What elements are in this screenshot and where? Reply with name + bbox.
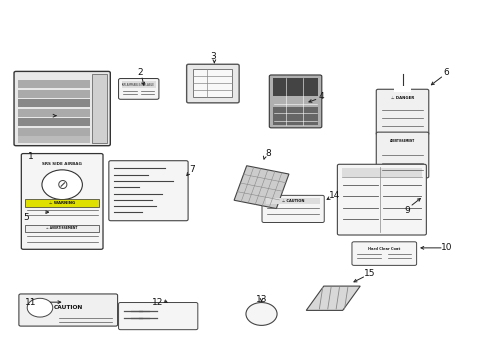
Text: 3: 3 [209, 52, 215, 61]
Text: 5: 5 [23, 213, 28, 222]
Text: 14: 14 [328, 190, 340, 199]
Text: ⊘: ⊘ [56, 178, 68, 192]
Text: ⚠ CAUTION: ⚠ CAUTION [281, 199, 304, 203]
Text: 6: 6 [443, 68, 448, 77]
FancyBboxPatch shape [337, 164, 426, 235]
Bar [18, 80, 90, 88]
FancyBboxPatch shape [118, 302, 198, 330]
FancyBboxPatch shape [262, 195, 324, 222]
Bar [272, 107, 318, 125]
FancyBboxPatch shape [186, 64, 239, 103]
Bar [265, 198, 320, 204]
FancyBboxPatch shape [21, 154, 103, 249]
Text: 7: 7 [189, 166, 195, 175]
Circle shape [245, 302, 277, 325]
Text: ⚠ DANGER: ⚠ DANGER [390, 96, 413, 100]
Bar [18, 127, 90, 136]
Text: 4: 4 [318, 91, 324, 100]
Text: CAUTION: CAUTION [54, 305, 82, 310]
Text: 2: 2 [137, 68, 142, 77]
Text: ⚠ AVERTISSEMENT: ⚠ AVERTISSEMENT [46, 226, 78, 230]
FancyBboxPatch shape [269, 75, 321, 128]
Text: 15: 15 [364, 269, 375, 278]
Circle shape [42, 170, 82, 199]
FancyBboxPatch shape [118, 78, 159, 99]
FancyBboxPatch shape [375, 132, 428, 178]
Text: 12: 12 [152, 298, 163, 307]
FancyBboxPatch shape [375, 89, 428, 135]
FancyBboxPatch shape [351, 242, 416, 265]
Polygon shape [305, 286, 360, 310]
FancyBboxPatch shape [109, 161, 188, 221]
Bar [18, 109, 90, 117]
Bar [193, 69, 232, 97]
Bar [122, 81, 155, 88]
Bar [341, 168, 421, 176]
Text: ⚠ WARNING: ⚠ WARNING [49, 201, 75, 205]
Text: 9: 9 [404, 206, 409, 215]
Text: SRS SIDE AIRBAG: SRS SIDE AIRBAG [42, 162, 82, 166]
Bar [18, 90, 90, 98]
Text: 8: 8 [264, 149, 270, 158]
Polygon shape [234, 166, 288, 208]
Bar [25, 225, 99, 231]
Circle shape [27, 298, 53, 317]
Bar [18, 136, 90, 143]
Text: INFLAMMABLE/INFLABLE: INFLAMMABLE/INFLABLE [122, 83, 155, 87]
Text: 11: 11 [25, 298, 36, 307]
Text: AVERTISSEMENT: AVERTISSEMENT [389, 139, 414, 143]
Bar [18, 118, 90, 126]
Bar [18, 99, 90, 107]
Bar [272, 78, 318, 96]
FancyBboxPatch shape [14, 71, 110, 146]
Bar [25, 199, 99, 207]
FancyBboxPatch shape [19, 294, 117, 326]
Bar [393, 86, 410, 92]
Text: 13: 13 [255, 295, 267, 304]
Bar [92, 74, 107, 143]
Text: 1: 1 [28, 152, 33, 161]
Text: Hard Clear Coat: Hard Clear Coat [367, 247, 400, 251]
Text: 10: 10 [440, 243, 451, 252]
